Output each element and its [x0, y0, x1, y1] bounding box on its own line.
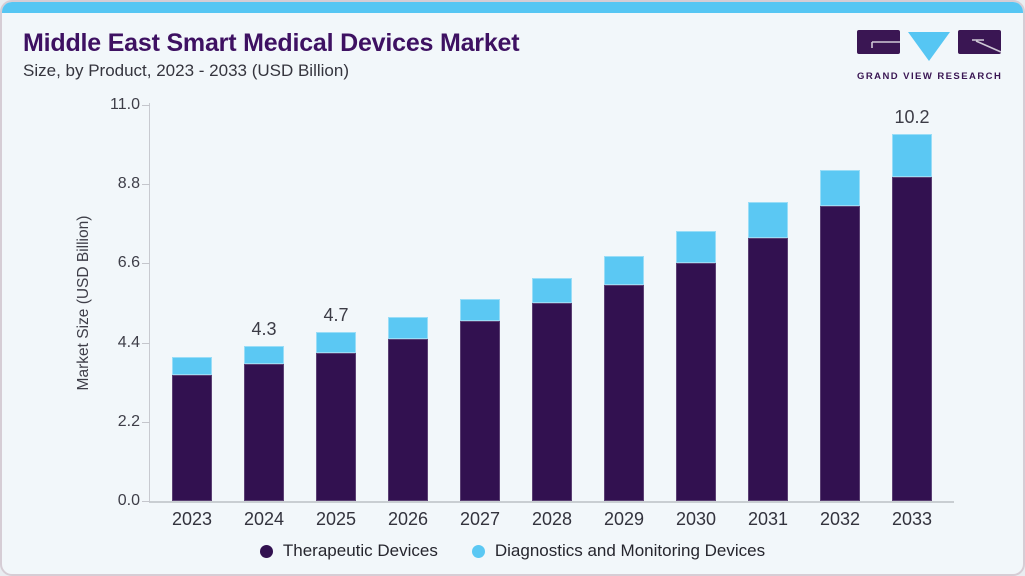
- bar-2033-diagnostics: [892, 133, 932, 177]
- bar-2027-therapeutic: [460, 321, 500, 501]
- x-tick-label-2024: 2024: [243, 509, 285, 529]
- legend-item: Therapeutic Devices: [259, 541, 438, 561]
- bar-2026-diagnostics: [388, 317, 428, 339]
- bar-2025-therapeutic: [316, 353, 356, 501]
- x-tick-label-2026: 2026: [387, 509, 429, 529]
- gvr-logo-marks: [857, 30, 1001, 64]
- y-axis-line: [149, 103, 150, 503]
- bar-value-label-2025: 4.7: [323, 304, 349, 325]
- y-tick: [142, 421, 150, 423]
- y-tick: [142, 501, 150, 502]
- page-title: Middle East Smart Medical Devices Market: [23, 29, 520, 57]
- x-tick-label-2025: 2025: [315, 509, 357, 529]
- bar-value-label-2024: 4.3: [251, 319, 277, 340]
- legend-marker-icon: [471, 544, 485, 558]
- x-tick-label-2028: 2028: [531, 509, 573, 529]
- legend-marker-icon: [259, 544, 273, 558]
- x-tick-label-2031: 2031: [747, 509, 789, 529]
- bar-2028-therapeutic: [532, 303, 572, 501]
- bar-2033-therapeutic: [892, 177, 932, 501]
- x-tick-label-2029: 2029: [603, 509, 645, 529]
- chart-legend: Therapeutic Devices Diagnostics and Monit…: [2, 537, 1023, 565]
- bar-2032-therapeutic: [820, 205, 860, 501]
- y-tick-label: 2.2: [117, 412, 140, 430]
- bar-value-label-2033: 10.2: [894, 106, 930, 127]
- bar-2028-diagnostics: [532, 277, 572, 303]
- bar-2025-diagnostics: [316, 331, 356, 354]
- y-axis-title: Market Size (USD Billion): [75, 215, 92, 391]
- legend-label: Diagnostics and Monitoring Devices: [494, 541, 766, 560]
- x-tick-label-2032: 2032: [819, 509, 861, 529]
- bar-2029-therapeutic: [604, 285, 644, 501]
- x-tick-label-2023: 2023: [171, 509, 213, 529]
- bar-2024-therapeutic: [244, 364, 284, 501]
- y-tick-label: 6.6: [117, 254, 140, 272]
- bar-2031-diagnostics: [748, 202, 788, 239]
- brand-name: GRAND VIEW RESEARCH: [857, 71, 1003, 82]
- x-tick-label-2030: 2030: [675, 509, 717, 529]
- bar-2032-diagnostics: [820, 169, 860, 206]
- y-tick-label: 11.0: [110, 96, 140, 113]
- x-tick-label-2027: 2027: [459, 509, 501, 529]
- logo-g-icon: [857, 30, 900, 54]
- y-tick-label: 8.8: [117, 175, 140, 193]
- legend-item: Diagnostics and Monitoring Devices: [471, 541, 766, 561]
- y-tick: [142, 184, 150, 186]
- bar-2029-diagnostics: [604, 256, 644, 285]
- bar-2024-diagnostics: [244, 346, 284, 365]
- bar-2030-diagnostics: [676, 231, 716, 264]
- bar-2026-therapeutic: [388, 339, 428, 501]
- x-tick-label-2033: 2033: [891, 509, 933, 529]
- bar-2027-diagnostics: [460, 299, 500, 321]
- gvr-logo: GRAND VIEW RESEARCH: [857, 30, 1001, 82]
- bar-2031-therapeutic: [748, 238, 788, 501]
- y-tick-label: 4.4: [117, 333, 140, 351]
- y-tick: [142, 342, 150, 344]
- logo-r-icon: [958, 30, 1001, 54]
- top-accent-bar: [2, 2, 1023, 13]
- y-tick: [142, 263, 150, 265]
- x-axis-line: [149, 501, 954, 503]
- logo-v-icon: [908, 32, 950, 61]
- y-tick-label: 0.0: [117, 492, 140, 509]
- bar-2023-diagnostics: [172, 357, 212, 375]
- bar-2023-therapeutic: [172, 375, 212, 501]
- y-tick: [142, 105, 150, 106]
- page-subtitle: Size, by Product, 2023 - 2033 (USD Billi…: [23, 61, 349, 80]
- bar-2030-therapeutic: [676, 263, 716, 501]
- legend-label: Therapeutic Devices: [282, 541, 438, 560]
